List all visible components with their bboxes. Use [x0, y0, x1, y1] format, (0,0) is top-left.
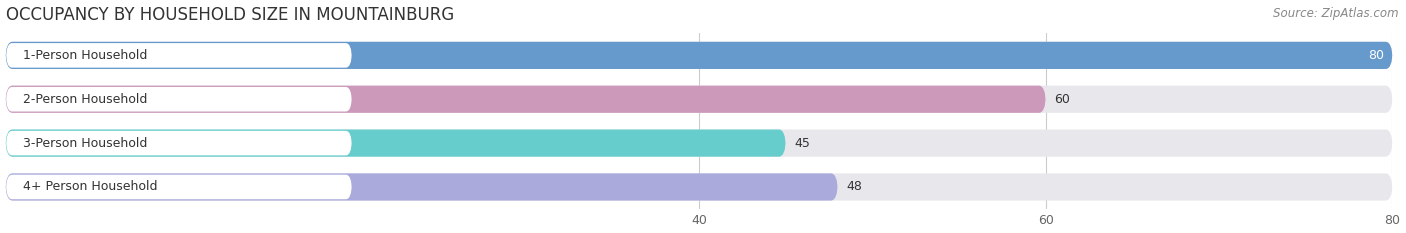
Text: 3-Person Household: 3-Person Household	[22, 137, 148, 150]
FancyBboxPatch shape	[6, 173, 1392, 201]
FancyBboxPatch shape	[6, 131, 352, 155]
FancyBboxPatch shape	[6, 86, 1392, 113]
FancyBboxPatch shape	[6, 130, 786, 157]
FancyBboxPatch shape	[6, 173, 838, 201]
Text: 60: 60	[1054, 93, 1070, 106]
FancyBboxPatch shape	[6, 86, 1046, 113]
Text: 2-Person Household: 2-Person Household	[22, 93, 148, 106]
Text: 4+ Person Household: 4+ Person Household	[22, 180, 157, 193]
Text: OCCUPANCY BY HOUSEHOLD SIZE IN MOUNTAINBURG: OCCUPANCY BY HOUSEHOLD SIZE IN MOUNTAINB…	[6, 6, 454, 24]
Text: Source: ZipAtlas.com: Source: ZipAtlas.com	[1274, 7, 1399, 20]
FancyBboxPatch shape	[6, 42, 1392, 69]
FancyBboxPatch shape	[6, 130, 1392, 157]
Text: 45: 45	[794, 137, 810, 150]
FancyBboxPatch shape	[6, 175, 352, 199]
Text: 1-Person Household: 1-Person Household	[22, 49, 148, 62]
FancyBboxPatch shape	[6, 42, 1392, 69]
Text: 80: 80	[1368, 49, 1384, 62]
Text: 48: 48	[846, 180, 862, 193]
FancyBboxPatch shape	[6, 43, 352, 68]
FancyBboxPatch shape	[6, 87, 352, 112]
